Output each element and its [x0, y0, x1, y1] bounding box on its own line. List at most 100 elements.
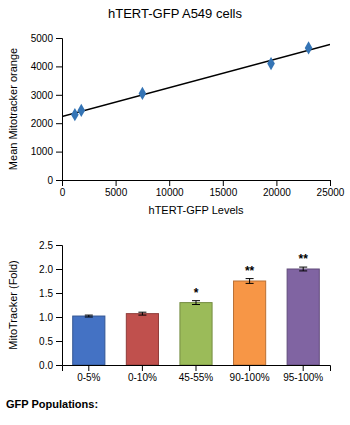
error-cap: [192, 304, 200, 305]
tick: 20000: [263, 180, 291, 198]
tick-label: 0: [60, 187, 66, 198]
tick-mark: [223, 180, 224, 186]
bar: [180, 303, 212, 365]
point: [267, 57, 275, 70]
error-bar: [246, 279, 254, 284]
tick-mark: [62, 180, 63, 186]
tick-label: 3000: [31, 90, 54, 101]
tick: 0-5%: [77, 365, 100, 383]
tick-mark: [330, 180, 331, 186]
tick-label: 0.0: [39, 360, 53, 371]
y-axis-title: MitoTracker (Fold): [7, 260, 19, 349]
tick-mark: [116, 180, 117, 186]
error-bar: [85, 315, 93, 317]
significance: **: [299, 252, 309, 266]
tick-mark: [56, 38, 62, 39]
bar: [73, 316, 105, 365]
tick-label: 4000: [31, 61, 54, 72]
tick: 95-100%: [283, 365, 323, 383]
tick: 45-55%: [179, 365, 214, 383]
error-bar: [299, 267, 307, 271]
error-cap: [85, 315, 93, 316]
error-cap: [85, 317, 93, 318]
point: [139, 87, 147, 100]
tick: 90-100%: [230, 365, 270, 383]
tick-mark: [276, 180, 277, 186]
tick: 0.0: [39, 360, 62, 371]
plot-area: [62, 41, 330, 121]
bar: [126, 314, 158, 365]
plot-area: [73, 267, 320, 365]
tick: 0-10%: [128, 365, 157, 383]
tick-label: 10000: [156, 187, 184, 198]
axis-line: [56, 39, 63, 181]
error-cap: [299, 267, 307, 268]
tick-label: 0-5%: [77, 372, 100, 383]
tick: 1000: [31, 146, 62, 157]
y-axis-title: Mean Mitotracker orange: [7, 48, 19, 170]
tick: 2000: [31, 118, 62, 129]
tick-label: 20000: [263, 187, 291, 198]
tick-mark: [303, 365, 304, 371]
tick-mark: [88, 365, 89, 371]
error-cap: [192, 300, 200, 301]
point: [71, 108, 79, 121]
tick: 3000: [31, 90, 62, 101]
error-stem: [303, 267, 304, 271]
tick: 0: [60, 180, 66, 198]
tick: 2.5: [39, 240, 62, 251]
error-cap: [246, 283, 254, 284]
tick: 10000: [156, 180, 184, 198]
tick-mark: [56, 180, 62, 181]
point: [305, 41, 313, 54]
tick: 15000: [209, 180, 237, 198]
error-cap: [138, 315, 146, 316]
y-axis: 0.0 0.5 1.0 1.5 2.0 2.5: [39, 240, 62, 371]
tick-mark: [56, 66, 62, 67]
significance: *: [194, 286, 199, 300]
tick-mark: [56, 341, 62, 342]
error-bar: [138, 312, 146, 315]
tick: 0.5: [39, 336, 62, 347]
bar: [287, 269, 319, 365]
tick: 4000: [31, 61, 62, 72]
axis-line: [56, 246, 63, 366]
tick-mark: [56, 245, 62, 246]
point: [77, 104, 85, 117]
tick-mark: [56, 293, 62, 294]
tick: 1.0: [39, 312, 62, 323]
tick-mark: [56, 317, 62, 318]
x-axis: 0 5000 10000 15000 20000 25000: [60, 180, 345, 198]
tick-mark: [249, 365, 250, 371]
error-stem: [196, 301, 197, 305]
error-cap: [138, 312, 146, 313]
tick-label: 5000: [31, 33, 54, 44]
tick-label: 1.0: [39, 312, 53, 323]
axis-line: [63, 366, 331, 372]
tick-mark: [196, 365, 197, 371]
tick-label: 0-10%: [128, 372, 157, 383]
error-stem: [249, 279, 250, 284]
tick-label: 1.5: [39, 288, 53, 299]
tick: 25000: [317, 180, 345, 198]
tick-label: 15000: [209, 187, 237, 198]
tick-mark: [56, 95, 62, 96]
tick-label: 45-55%: [179, 372, 214, 383]
significance: **: [245, 264, 255, 278]
tick: 1.5: [39, 288, 62, 299]
tick-mark: [169, 180, 170, 186]
tick-label: 2.0: [39, 264, 53, 275]
tick-mark: [56, 123, 62, 124]
error-cap: [246, 278, 254, 279]
tick: 0: [47, 175, 62, 186]
axis-line: [63, 181, 331, 187]
tick-label: 90-100%: [230, 372, 270, 383]
tick-mark: [56, 365, 62, 366]
title: hTERT-GFP A549 cells: [108, 6, 242, 21]
tick-label: 2.5: [39, 240, 53, 251]
tick: 5000: [105, 180, 128, 198]
tick-label: 1000: [31, 146, 54, 157]
tick: 5000: [31, 33, 62, 44]
error-cap: [299, 270, 307, 271]
tick-label: 2000: [31, 118, 54, 129]
